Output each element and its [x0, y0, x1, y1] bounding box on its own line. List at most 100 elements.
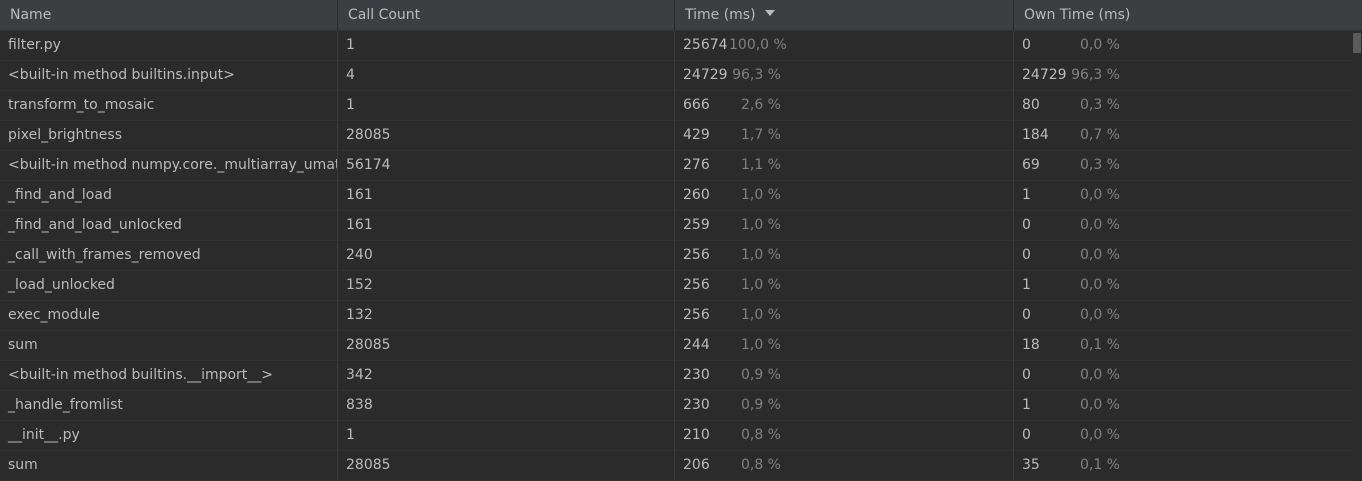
cell-name: pixel_brightness — [0, 121, 338, 150]
table-header: Name Call Count Time (ms) Own Time (ms) — [0, 0, 1362, 31]
cell-time: 244 1,0 % — [675, 331, 1014, 360]
cell-call-count: 132 — [338, 301, 675, 330]
table-row[interactable]: pixel_brightness 28085 429 1,7 % 184 0,7 % — [0, 121, 1352, 151]
cell-own-time: 0 0,0 % — [1014, 421, 1352, 450]
table-row[interactable]: _handle_fromlist 838 230 0,9 % 1 0,0 % — [0, 391, 1352, 421]
cell-time: 276 1,1 % — [675, 151, 1014, 180]
time-percent: 96,3 % — [732, 67, 781, 83]
own-time-value: 184 — [1022, 127, 1049, 143]
cell-own-time: 0 0,0 % — [1014, 361, 1352, 390]
call-count-value: 161 — [346, 217, 373, 233]
function-name: <built-in method builtins.__import__> — [8, 367, 274, 383]
cell-name: sum — [0, 331, 338, 360]
time-percent: 1,0 % — [740, 307, 781, 323]
own-time-percent: 0,0 % — [1079, 217, 1120, 233]
table-row[interactable]: filter.py 1 25674100,0 % 0 0,0 % — [0, 31, 1352, 61]
table-row[interactable]: _load_unlocked 152 256 1,0 % 1 0,0 % — [0, 271, 1352, 301]
cell-call-count: 4 — [338, 61, 675, 90]
column-header-time[interactable]: Time (ms) — [675, 0, 1014, 31]
cell-call-count: 838 — [338, 391, 675, 420]
table-row[interactable]: <built-in method numpy.core._multiarray_… — [0, 151, 1352, 181]
cell-call-count: 240 — [338, 241, 675, 270]
table-row[interactable]: sum 28085 244 1,0 % 18 0,1 % — [0, 331, 1352, 361]
own-time-value: 69 — [1022, 157, 1040, 173]
time-value: 210 — [683, 427, 710, 443]
time-value: 429 — [683, 127, 710, 143]
time-value: 244 — [683, 337, 710, 353]
table-row[interactable]: _find_and_load 161 260 1,0 % 1 0,0 % — [0, 181, 1352, 211]
own-time-value: 0 — [1022, 37, 1031, 53]
own-time-percent: 0,0 % — [1079, 277, 1120, 293]
function-name: pixel_brightness — [8, 127, 122, 143]
own-time-value: 1 — [1022, 277, 1031, 293]
column-header-name[interactable]: Name — [0, 0, 338, 31]
function-name: _call_with_frames_removed — [8, 247, 201, 263]
cell-own-time: 24729 96,3 % — [1014, 61, 1352, 90]
table-row[interactable]: transform_to_mosaic 1 666 2,6 % 80 0,3 % — [0, 91, 1352, 121]
cell-call-count: 56174 — [338, 151, 675, 180]
cell-time: 256 1,0 % — [675, 271, 1014, 300]
function-name: _handle_fromlist — [8, 397, 123, 413]
own-time-value: 24729 — [1022, 67, 1067, 83]
scrollbar-thumb[interactable] — [1353, 33, 1361, 53]
own-time-value: 18 — [1022, 337, 1040, 353]
cell-time: 260 1,0 % — [675, 181, 1014, 210]
cell-time: 256 1,0 % — [675, 241, 1014, 270]
cell-time: 24729 96,3 % — [675, 61, 1014, 90]
cell-call-count: 28085 — [338, 331, 675, 360]
cell-own-time: 1 0,0 % — [1014, 271, 1352, 300]
cell-own-time: 184 0,7 % — [1014, 121, 1352, 150]
time-percent: 0,9 % — [740, 367, 781, 383]
cell-call-count: 161 — [338, 211, 675, 240]
cell-call-count: 28085 — [338, 451, 675, 480]
call-count-value: 1 — [346, 427, 355, 443]
call-count-value: 161 — [346, 187, 373, 203]
table-row[interactable]: __init__.py 1 210 0,8 % 0 0,0 % — [0, 421, 1352, 451]
own-time-value: 80 — [1022, 97, 1040, 113]
cell-own-time: 1 0,0 % — [1014, 391, 1352, 420]
table-row[interactable]: <built-in method builtins.__import__> 34… — [0, 361, 1352, 391]
cell-own-time: 1 0,0 % — [1014, 181, 1352, 210]
cell-call-count: 152 — [338, 271, 675, 300]
column-header-name-label: Name — [10, 7, 52, 23]
function-name: <built-in method numpy.core._multiarray_… — [8, 157, 338, 173]
cell-name: exec_module — [0, 301, 338, 330]
cell-time: 259 1,0 % — [675, 211, 1014, 240]
table-row[interactable]: _call_with_frames_removed 240 256 1,0 % 0… — [0, 241, 1352, 271]
time-value: 206 — [683, 457, 710, 473]
call-count-value: 132 — [346, 307, 373, 323]
cell-name: _find_and_load — [0, 181, 338, 210]
own-time-percent: 0,0 % — [1079, 37, 1120, 53]
time-value: 259 — [683, 217, 710, 233]
own-time-value: 0 — [1022, 427, 1031, 443]
own-time-percent: 0,1 % — [1079, 457, 1120, 473]
cell-own-time: 18 0,1 % — [1014, 331, 1352, 360]
table-row[interactable]: _find_and_load_unlocked 161 259 1,0 % 0 0,… — [0, 211, 1352, 241]
sort-descending-icon — [764, 10, 775, 16]
function-name: sum — [8, 337, 38, 353]
call-count-value: 342 — [346, 367, 373, 383]
cell-time: 256 1,0 % — [675, 301, 1014, 330]
time-percent: 100,0 % — [729, 37, 787, 53]
column-header-call-count[interactable]: Call Count — [338, 0, 675, 31]
table-row[interactable]: sum 28085 206 0,8 % 35 0,1 % — [0, 451, 1352, 481]
time-value: 230 — [683, 367, 710, 383]
cell-name: <built-in method numpy.core._multiarray_… — [0, 151, 338, 180]
vertical-scrollbar[interactable] — [1352, 31, 1362, 480]
own-time-percent: 0,1 % — [1079, 337, 1120, 353]
time-percent: 1,7 % — [740, 127, 781, 143]
time-value: 256 — [683, 277, 710, 293]
table-row[interactable]: <built-in method builtins.input> 4 24729… — [0, 61, 1352, 91]
cell-time: 230 0,9 % — [675, 391, 1014, 420]
table-row[interactable]: exec_module 132 256 1,0 % 0 0,0 % — [0, 301, 1352, 331]
time-percent: 1,0 % — [740, 277, 781, 293]
cell-own-time: 35 0,1 % — [1014, 451, 1352, 480]
time-value: 276 — [683, 157, 710, 173]
column-header-own-time[interactable]: Own Time (ms) — [1014, 0, 1362, 31]
cell-name: __init__.py — [0, 421, 338, 450]
own-time-percent: 0,0 % — [1079, 307, 1120, 323]
own-time-percent: 0,0 % — [1079, 367, 1120, 383]
time-value: 666 — [683, 97, 710, 113]
cell-name: _handle_fromlist — [0, 391, 338, 420]
